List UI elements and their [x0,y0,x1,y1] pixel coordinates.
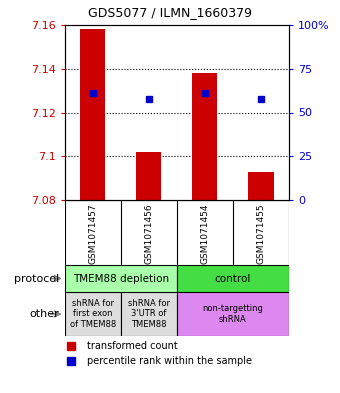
Bar [65,265,177,292]
Text: GSM1071456: GSM1071456 [144,203,153,264]
Bar [192,73,218,200]
Bar [80,29,105,200]
Bar [65,292,121,336]
Text: GSM1071455: GSM1071455 [256,203,266,264]
Text: shRNA for
first exon
of TMEM88: shRNA for first exon of TMEM88 [69,299,116,329]
Text: other: other [30,309,60,319]
Text: control: control [215,274,251,283]
Text: protocol: protocol [14,274,59,283]
Bar [177,292,289,336]
Text: shRNA for
3'UTR of
TMEM88: shRNA for 3'UTR of TMEM88 [128,299,170,329]
Text: non-targetting
shRNA: non-targetting shRNA [202,304,264,324]
Text: GSM1071454: GSM1071454 [200,203,209,264]
Bar [177,265,289,292]
Text: TMEM88 depletion: TMEM88 depletion [73,274,169,283]
Text: transformed count: transformed count [87,341,178,351]
Text: GSM1071457: GSM1071457 [88,203,97,264]
Bar [121,292,177,336]
Bar [248,172,274,200]
Text: GDS5077 / ILMN_1660379: GDS5077 / ILMN_1660379 [88,6,252,19]
Bar [136,152,162,200]
Text: percentile rank within the sample: percentile rank within the sample [87,356,252,366]
